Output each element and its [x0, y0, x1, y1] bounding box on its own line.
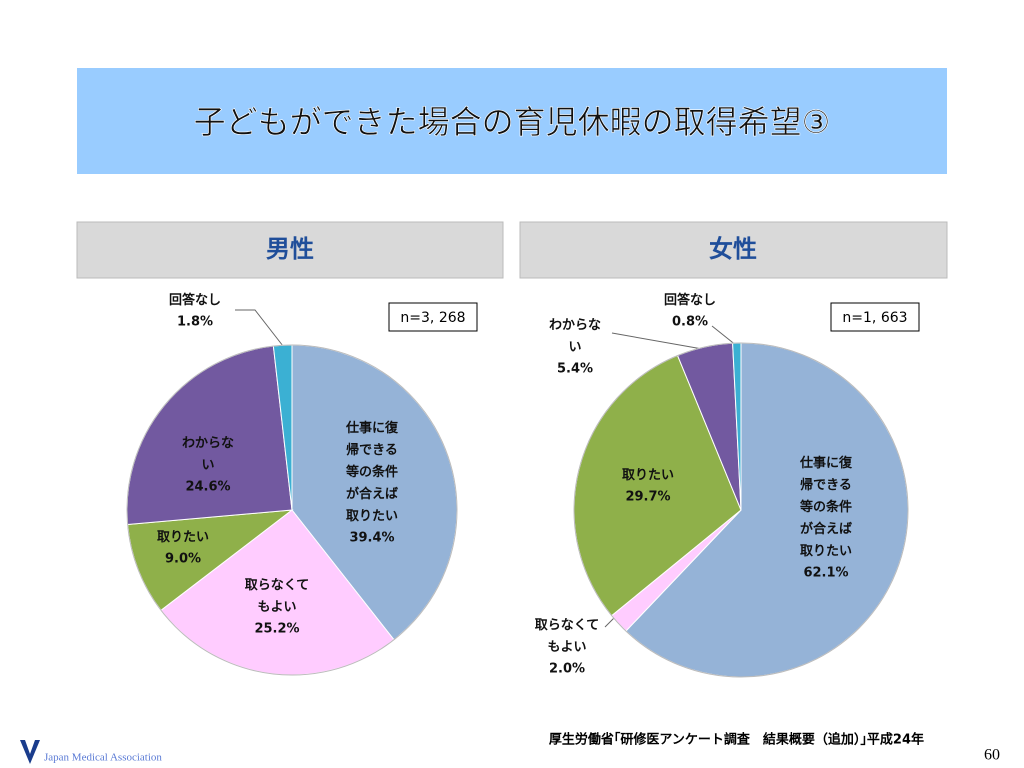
slice-label-line: 回答なし: [664, 292, 716, 308]
source: 厚生労働省｢研修医アンケート調査 結果概要（追加）｣平成24年: [549, 732, 924, 748]
leader-line: [235, 309, 284, 347]
slice-label-line: もよい: [547, 640, 586, 655]
slice-label-line: 取りたい: [800, 544, 852, 559]
page-number: 60: [984, 747, 1000, 764]
slice-label-line: 取らなくて: [245, 578, 310, 593]
annotation: n=3, 268: [400, 310, 465, 326]
slice-label-line: が合えば: [800, 521, 852, 537]
slice-label: 仕事に復帰できる等の条件が合えば取りたい: [345, 420, 399, 524]
value-label: 24.6%: [185, 480, 230, 495]
chart-title: 男性: [266, 235, 314, 263]
slice-label-line: 等の条件: [345, 464, 398, 480]
chart-title: 女性: [709, 235, 757, 263]
slice-label: 取らなくてもよい: [245, 578, 310, 615]
value-label: 5.4%: [557, 362, 593, 377]
slide-title: 子どもができた場合の育児休暇の取得希望③: [194, 103, 831, 141]
slice-label: 取らなくてもよい: [535, 618, 600, 655]
annotation-box: [830, 302, 920, 332]
slice-label-line: 取りたい: [346, 509, 398, 524]
panel-header: [519, 221, 948, 279]
slice-label-line: が合えば: [346, 486, 398, 502]
slice-label-line: い: [201, 458, 214, 473]
pie-outline: [573, 342, 909, 678]
slice-label-line: 取りたい: [157, 530, 209, 545]
slice-label-line: 仕事に復: [799, 455, 853, 471]
slice-label: 取りたい: [622, 468, 674, 483]
slice-label-line: い: [568, 340, 581, 355]
slice-label: わからない: [549, 318, 601, 355]
slice-label-line: もよい: [257, 600, 296, 615]
title-band: [77, 68, 947, 174]
value-label: 25.2%: [254, 622, 299, 637]
value-label: 9.0%: [165, 552, 201, 567]
slice-label: 取りたい: [157, 530, 209, 545]
slice-label-line: 回答なし: [169, 292, 221, 308]
slice-label-line: 取りたい: [622, 468, 674, 483]
value-label: 39.4%: [349, 531, 394, 546]
logo-text: Japan Medical Association: [44, 752, 162, 764]
slice-label-line: わからな: [182, 436, 234, 451]
value-label: 0.8%: [672, 315, 708, 330]
slice-label-line: 等の条件: [799, 499, 852, 515]
value-label: 29.7%: [625, 490, 670, 505]
leader-line: [611, 332, 709, 351]
slice-label-line: 仕事に復: [345, 420, 399, 436]
slice-label-line: わからな: [549, 318, 601, 333]
value-label: 2.0%: [549, 662, 585, 677]
leader-line: [711, 325, 738, 347]
slice-label: 回答なし: [169, 292, 221, 308]
slice-label: わからない: [182, 436, 234, 473]
annotation-box: [388, 302, 478, 332]
slice-label-line: 取らなくて: [535, 618, 600, 633]
slice-label-line: 帰できる: [800, 477, 852, 493]
value-label: 62.1%: [803, 566, 848, 581]
logo-icon: [20, 740, 40, 764]
slice-label: 仕事に復帰できる等の条件が合えば取りたい: [799, 455, 853, 559]
pie-outline: [126, 344, 458, 676]
slice-label-line: 帰できる: [346, 442, 398, 458]
slice-label: 回答なし: [664, 292, 716, 308]
annotation: n=1, 663: [842, 310, 907, 326]
value-label: 1.8%: [177, 315, 213, 330]
panel-header: [76, 221, 504, 279]
